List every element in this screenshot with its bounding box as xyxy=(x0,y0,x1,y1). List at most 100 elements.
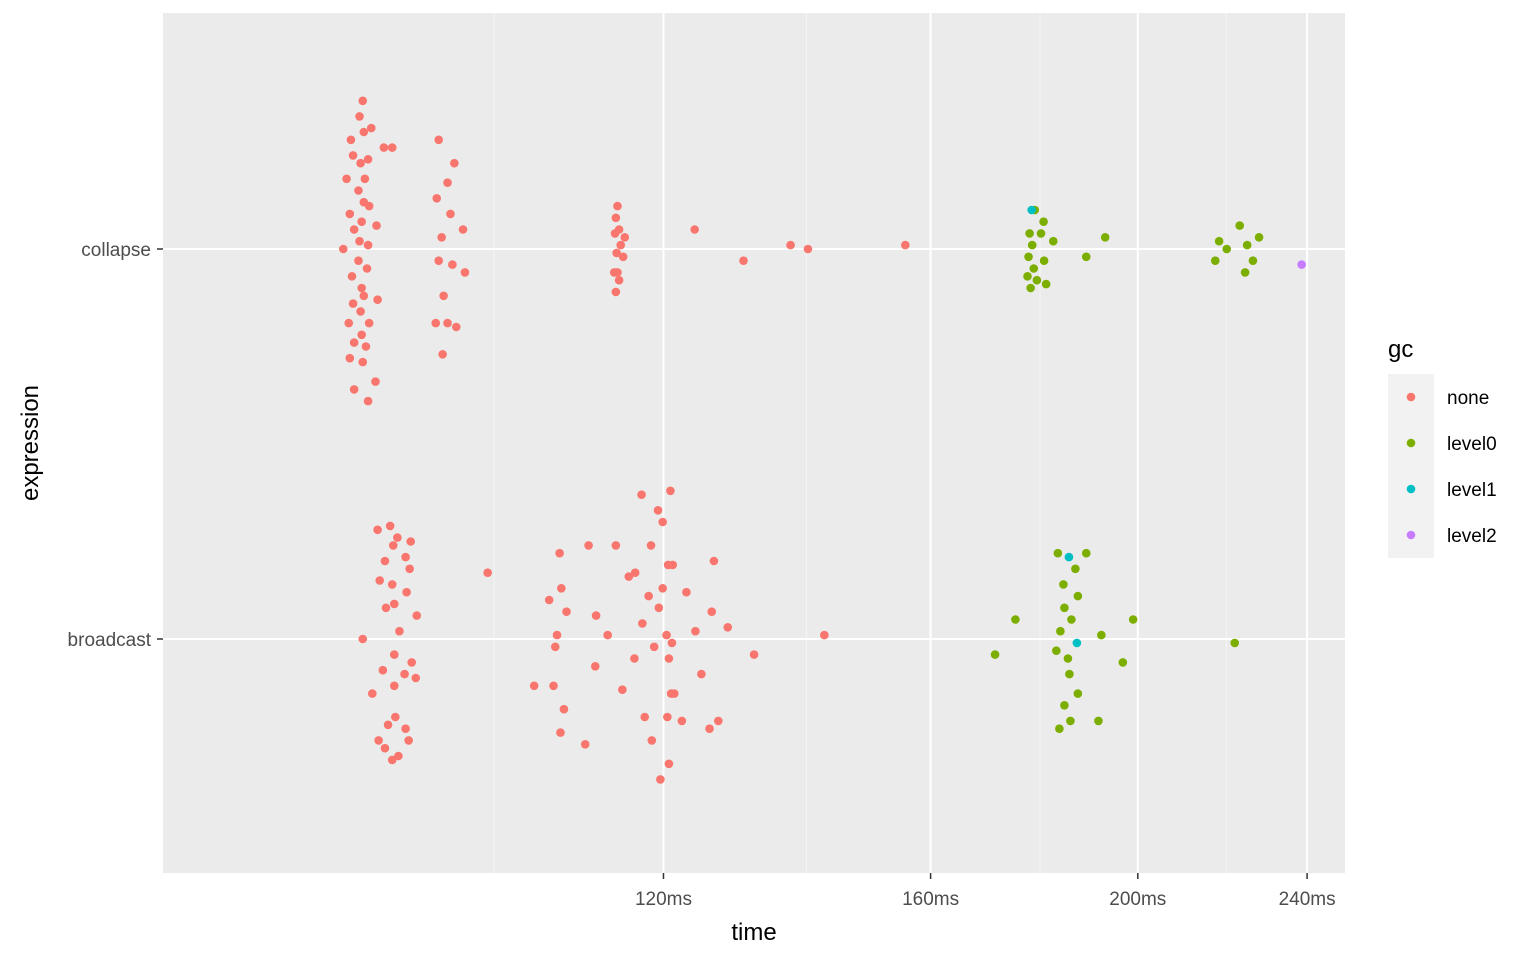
point-none-68 xyxy=(739,256,748,266)
point-none-75 xyxy=(406,537,415,546)
point-none-108 xyxy=(552,630,562,640)
point-level0-13 xyxy=(1081,252,1091,262)
point-none-78 xyxy=(380,556,390,566)
point-level0-28 xyxy=(1060,603,1069,613)
point-none-30 xyxy=(364,318,374,328)
point-none-51 xyxy=(431,318,441,328)
point-level0-32 xyxy=(1056,626,1065,636)
point-none-156 xyxy=(820,630,829,640)
point-none-138 xyxy=(667,638,677,648)
legend: gc none level0 level1 level2 xyxy=(1388,336,1497,558)
point-level0-39 xyxy=(1073,689,1083,698)
point-level0-9 xyxy=(1023,272,1032,281)
point-none-13 xyxy=(364,201,374,211)
point-none-49 xyxy=(460,268,470,277)
point-none-27 xyxy=(348,299,358,308)
point-none-89 xyxy=(378,665,388,675)
point-none-32 xyxy=(349,338,359,347)
point-none-131 xyxy=(653,506,663,515)
point-none-16 xyxy=(372,221,381,230)
point-none-53 xyxy=(451,322,461,332)
point-none-150 xyxy=(707,607,717,616)
legend-key-level1 xyxy=(1406,484,1416,494)
point-none-50 xyxy=(439,291,448,301)
legend-key-background xyxy=(1388,374,1434,558)
point-none-76 xyxy=(388,541,398,550)
point-none-36 xyxy=(371,377,380,386)
point-level0-43 xyxy=(1055,724,1064,733)
point-none-104 xyxy=(555,548,564,558)
point-none-70 xyxy=(803,244,813,254)
point-none-69 xyxy=(786,240,795,250)
point-none-74 xyxy=(393,533,402,542)
point-level0-33 xyxy=(1097,630,1106,640)
point-none-61 xyxy=(612,248,621,258)
point-none-56 xyxy=(611,213,621,223)
point-none-111 xyxy=(549,681,558,691)
point-none-148 xyxy=(691,626,700,636)
point-none-31 xyxy=(357,330,366,340)
point-none-40 xyxy=(434,135,444,145)
point-none-8 xyxy=(363,155,373,164)
point-none-146 xyxy=(682,587,691,597)
point-none-87 xyxy=(358,634,368,644)
point-level1-2 xyxy=(1072,638,1082,648)
point-level0-10 xyxy=(1032,275,1042,285)
point-none-29 xyxy=(344,318,354,328)
point-none-21 xyxy=(354,256,363,266)
point-none-24 xyxy=(357,283,366,293)
point-none-147 xyxy=(677,716,687,726)
point-none-119 xyxy=(611,541,621,550)
point-none-124 xyxy=(638,619,647,628)
point-none-10 xyxy=(360,174,370,184)
point-none-3 xyxy=(366,123,376,133)
point-none-59 xyxy=(620,233,630,242)
point-level0-40 xyxy=(1060,701,1069,710)
point-none-107 xyxy=(562,607,571,616)
point-level0-29 xyxy=(1011,615,1020,624)
point-none-103 xyxy=(483,568,492,577)
point-none-106 xyxy=(544,595,554,605)
point-level0-8 xyxy=(1029,264,1039,273)
point-level2-0 xyxy=(1297,260,1306,269)
point-none-155 xyxy=(749,650,759,659)
point-level0-30 xyxy=(1067,615,1076,624)
point-none-86 xyxy=(395,626,404,636)
point-none-112 xyxy=(559,704,569,714)
point-none-11 xyxy=(354,186,363,195)
point-none-85 xyxy=(412,611,422,620)
legend-key-level2 xyxy=(1406,530,1416,540)
point-none-48 xyxy=(448,260,457,269)
point-none-118 xyxy=(603,630,612,640)
point-none-73 xyxy=(385,521,395,531)
point-none-55 xyxy=(613,201,622,211)
plot-panel xyxy=(163,13,1345,873)
point-none-19 xyxy=(363,240,373,250)
point-none-122 xyxy=(637,490,646,500)
point-level0-15 xyxy=(1210,256,1220,266)
point-level0-2 xyxy=(1025,229,1034,238)
point-none-140 xyxy=(663,712,672,722)
point-none-97 xyxy=(383,720,393,730)
point-level0-3 xyxy=(1036,229,1046,238)
point-none-39 xyxy=(387,143,397,152)
point-none-82 xyxy=(375,576,384,585)
point-none-153 xyxy=(714,716,723,726)
point-none-120 xyxy=(624,572,634,581)
point-none-110 xyxy=(529,681,539,691)
point-none-7 xyxy=(356,158,365,168)
point-level0-20 xyxy=(1242,240,1252,250)
y-tick-label-broadcast: broadcast xyxy=(68,630,152,651)
point-none-105 xyxy=(557,584,566,593)
point-none-79 xyxy=(405,564,414,574)
x-tick-label-3: 240ms xyxy=(1279,889,1336,910)
point-none-115 xyxy=(591,611,601,620)
point-none-126 xyxy=(640,712,650,722)
point-none-67 xyxy=(690,225,699,234)
point-none-154 xyxy=(723,623,733,632)
point-level0-25 xyxy=(1081,548,1091,558)
point-none-117 xyxy=(580,740,590,749)
point-none-20 xyxy=(338,244,348,254)
point-level0-4 xyxy=(1048,236,1058,246)
point-level0-35 xyxy=(990,650,1000,659)
